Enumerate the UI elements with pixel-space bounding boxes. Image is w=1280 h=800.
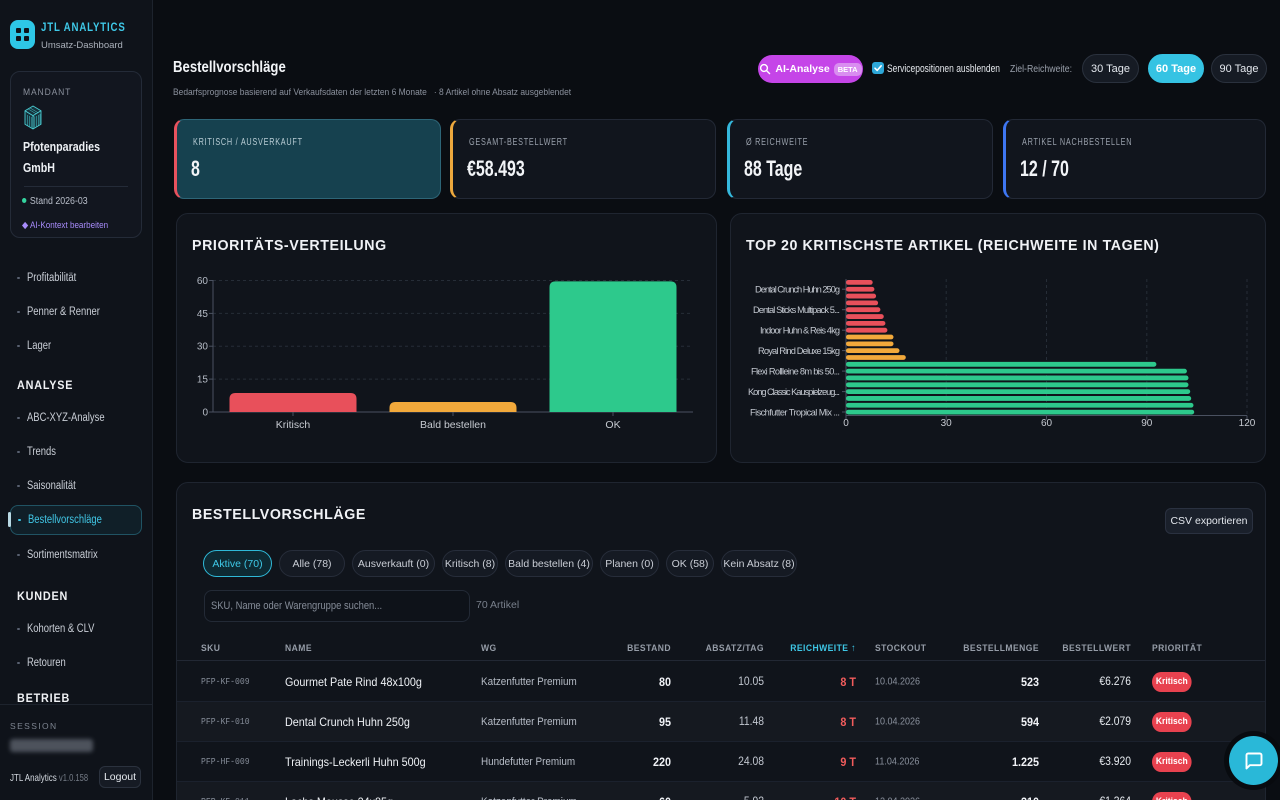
svg-text:120: 120 (1239, 418, 1256, 429)
svg-text:Dental Crunch Huhn 250g: Dental Crunch Huhn 250g (755, 285, 840, 295)
svg-text:30: 30 (197, 342, 209, 353)
svg-text:Indoor Huhn & Reis 4kg: Indoor Huhn & Reis 4kg (760, 326, 840, 336)
svg-text:45: 45 (197, 309, 209, 320)
svg-text:Kritisch: Kritisch (276, 419, 311, 431)
svg-text:15: 15 (197, 375, 209, 386)
svg-text:60: 60 (197, 276, 209, 287)
svg-text:Fischfutter Tropical Mix ...: Fischfutter Tropical Mix ... (750, 408, 840, 418)
svg-text:60: 60 (1041, 418, 1053, 429)
svg-text:OK: OK (605, 419, 620, 431)
svg-text:0: 0 (202, 408, 208, 419)
svg-text:90: 90 (1141, 418, 1153, 429)
svg-text:30: 30 (941, 418, 953, 429)
svg-text:0: 0 (843, 418, 849, 429)
svg-text:Flexi Rollleine 8m bis 50...: Flexi Rollleine 8m bis 50... (751, 367, 840, 377)
svg-text:Dental Sticks Multipack 5...: Dental Sticks Multipack 5... (753, 305, 840, 315)
svg-text:Royal Rind Deluxe 15kg: Royal Rind Deluxe 15kg (758, 346, 840, 356)
svg-text:Bald bestellen: Bald bestellen (420, 419, 486, 431)
svg-text:Kong Classic Kauspielzeug...: Kong Classic Kauspielzeug... (748, 387, 840, 397)
